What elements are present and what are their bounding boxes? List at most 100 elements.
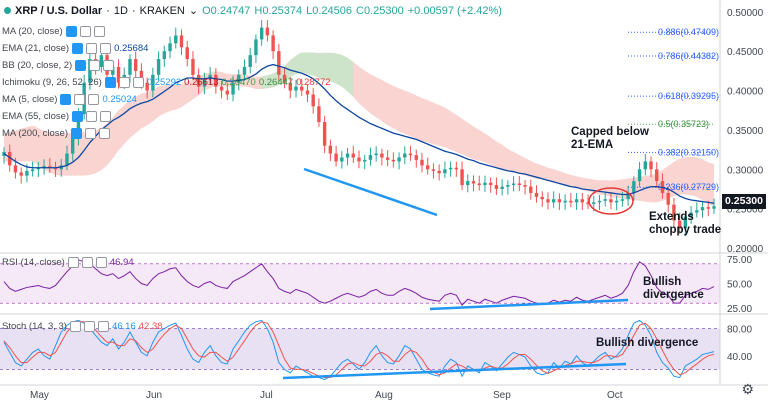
candle-body	[282, 74, 287, 83]
eye-icon[interactable]	[67, 257, 79, 268]
candle-body	[219, 86, 224, 91]
candle-body	[403, 153, 407, 158]
separator-1: ·	[106, 4, 110, 17]
indicator-row-0[interactable]: MA (20, close)	[2, 26, 105, 37]
stoch-legend[interactable]: Stoch (14, 3, 3) 46.16 42.38	[2, 321, 163, 332]
candle-body	[517, 183, 522, 186]
eye-icon[interactable]	[72, 43, 84, 54]
ohlc-high: H0.25374	[254, 4, 303, 17]
eye-icon[interactable]	[69, 321, 81, 332]
eye-icon[interactable]	[75, 60, 87, 71]
close-icon[interactable]	[88, 94, 100, 105]
fib-label: 0.382(0.32150)	[658, 147, 719, 157]
close-icon[interactable]	[97, 321, 109, 332]
candle-body	[374, 153, 378, 156]
indicator-row-5[interactable]: EMA (55, close)	[2, 111, 112, 122]
indicator-row-4[interactable]: MA (5, close) 0.25024	[2, 94, 137, 105]
candle-body	[706, 207, 710, 209]
candle-body	[53, 167, 58, 170]
candle-body	[632, 181, 636, 193]
candle-body	[340, 157, 344, 162]
candle-body	[248, 55, 252, 67]
close-icon[interactable]	[95, 257, 107, 268]
indicator-value: 0.26447	[258, 77, 294, 88]
ichimoku-cloud	[4, 52, 714, 207]
indicator-value: 0.25292	[146, 77, 182, 88]
eye-icon[interactable]	[60, 94, 72, 105]
time-axis-label: Sep	[493, 390, 511, 401]
candle-body	[357, 157, 361, 162]
candle-body	[700, 207, 705, 211]
candle-body	[305, 90, 310, 95]
price-axis-label: 0.40000	[727, 87, 764, 98]
candle-body	[99, 55, 104, 67]
close-icon[interactable]	[93, 26, 105, 37]
candle-body	[712, 206, 716, 209]
price-axis-label: 0.45000	[727, 47, 764, 58]
annotation-extends: Extends choppy trade	[649, 211, 722, 236]
candle-body	[345, 153, 350, 158]
chevron-down-icon[interactable]: ⌄	[188, 5, 199, 17]
interval[interactable]: 1D	[113, 4, 128, 17]
candle-body	[30, 169, 35, 171]
candle-body	[191, 59, 195, 75]
gear-icon[interactable]	[85, 128, 96, 139]
candle-body	[609, 199, 613, 203]
gear-icon[interactable]	[83, 321, 95, 332]
candle-body	[689, 212, 693, 217]
candle-body	[466, 181, 470, 186]
indicator-label: BB (20, close, 2)	[2, 60, 73, 71]
candle-body	[534, 192, 539, 197]
candle-body	[242, 66, 247, 75]
symbol-header[interactable]: XRP / U.S. Dollar · 1D · KRAKEN ⌄ O0.247…	[2, 4, 502, 17]
close-icon[interactable]	[132, 77, 144, 88]
candle-body	[437, 170, 441, 174]
eye-icon[interactable]	[104, 77, 116, 88]
gear-icon[interactable]	[81, 257, 93, 268]
gear-icon[interactable]	[89, 60, 101, 71]
price-axis-label: 0.20000	[727, 244, 764, 255]
candle-body	[391, 159, 396, 162]
stoch-d-line	[3, 321, 715, 379]
rsi-legend[interactable]: RSI (14, close) 46.94	[2, 257, 134, 268]
fib-label: 0.886(0.47409)	[658, 27, 719, 37]
candle-body	[460, 169, 464, 186]
candle-body	[13, 165, 18, 173]
candle-body	[363, 159, 367, 162]
eye-icon[interactable]	[72, 111, 84, 122]
eye-icon[interactable]	[65, 26, 77, 37]
candle-body	[597, 200, 602, 203]
gear-icon[interactable]	[118, 77, 130, 88]
candle-body	[254, 39, 258, 56]
candle-body	[546, 199, 550, 203]
candle-body	[231, 82, 235, 95]
close-icon[interactable]	[100, 111, 112, 122]
candle-body	[139, 70, 144, 83]
eye-icon[interactable]	[71, 128, 82, 139]
gear-icon[interactable]	[86, 43, 98, 54]
candle-body	[322, 122, 327, 146]
settings-gear-icon[interactable]: ⚙	[741, 381, 754, 397]
gear-icon[interactable]	[86, 111, 98, 122]
close-icon[interactable]	[99, 128, 110, 139]
rsi-axis-label: 25.00	[727, 304, 752, 315]
stoch-k-value: 46.16	[111, 321, 136, 332]
time-axis-label: Jun	[146, 390, 162, 401]
candle-body	[420, 159, 424, 166]
gear-icon[interactable]	[79, 26, 91, 37]
stoch-k-line	[3, 319, 715, 381]
candle-body	[351, 153, 355, 158]
indicator-row-6[interactable]: MA (200, close)	[2, 128, 110, 139]
candle-body	[500, 186, 504, 189]
symbol-name[interactable]: XRP / U.S. Dollar	[15, 4, 103, 17]
close-icon[interactable]	[100, 43, 112, 54]
indicator-row-1[interactable]: EMA (21, close) 0.25684	[2, 43, 148, 54]
indicator-row-3[interactable]: Ichimoku (9, 26, 52, 26) 0.25292 0.26613 0.…	[2, 77, 331, 88]
indicator-row-2[interactable]: BB (20, close, 2)	[2, 60, 115, 71]
candle-body	[506, 185, 510, 187]
gear-icon[interactable]	[74, 94, 86, 105]
close-icon[interactable]	[103, 60, 115, 71]
ichimoku-cloud-green	[261, 52, 354, 97]
candle-body	[540, 196, 544, 200]
